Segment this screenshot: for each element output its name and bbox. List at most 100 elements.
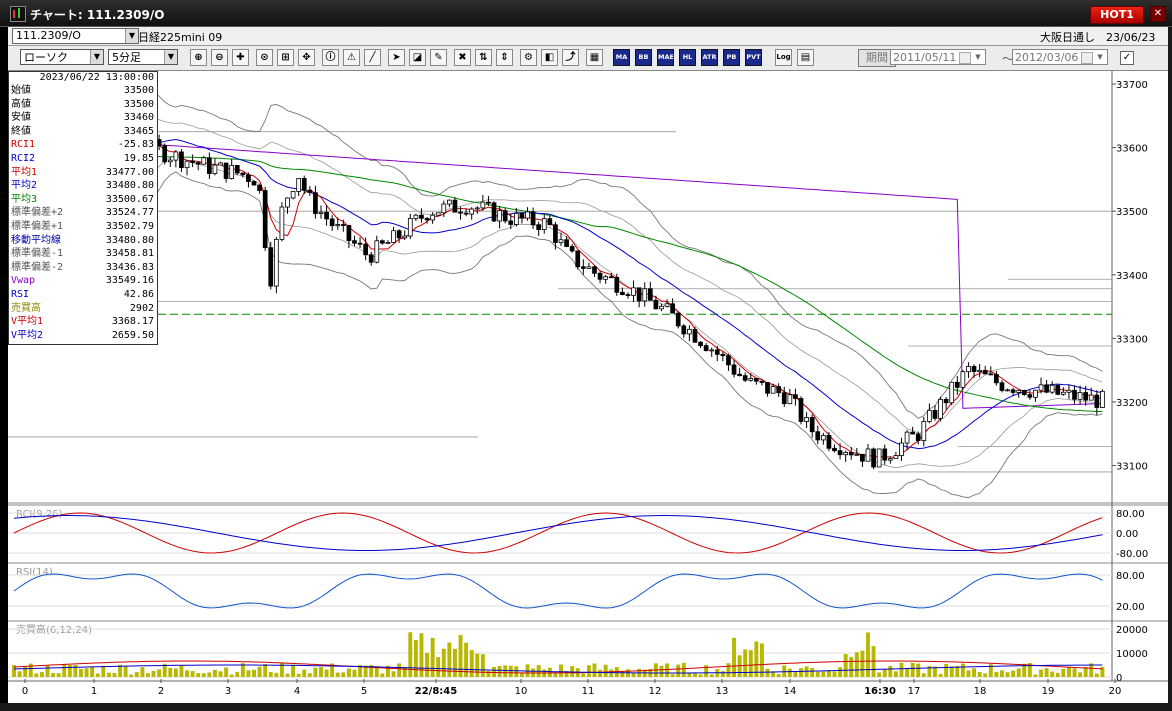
info-icon[interactable]: ⓘ [322, 49, 339, 66]
candle-body [218, 162, 223, 166]
volume-bar [469, 650, 474, 677]
candle-body [441, 203, 447, 214]
chevron-down-icon[interactable]: ▼ [975, 53, 981, 61]
candle-body [212, 164, 218, 174]
candle-body [586, 266, 592, 269]
volume-bar [598, 669, 603, 677]
volume-bar [659, 665, 664, 677]
indicator-pb-button[interactable]: PB [723, 49, 740, 66]
data-row-label: 売買高 [11, 302, 41, 314]
apply-period-checkbox[interactable]: ✓ [1120, 51, 1134, 65]
chevron-down-icon[interactable]: ▼ [90, 50, 103, 64]
volume-bar [134, 672, 139, 677]
sort-icon[interactable]: ⇅ [475, 49, 492, 66]
panel-label: RCI(9,26) [16, 509, 63, 520]
indicator-mae-button[interactable]: MAE [657, 49, 674, 66]
zoom-out-icon[interactable]: ⊖ [211, 49, 228, 66]
candle-body [809, 417, 815, 433]
volume-bar [235, 671, 240, 677]
volume-bar [776, 674, 781, 677]
volume-bar [681, 662, 686, 677]
delete-all-icon[interactable]: ✖ [454, 49, 471, 66]
bollinger-lower-1 [13, 155, 1103, 469]
chevron-down-icon[interactable]: ▼ [125, 29, 138, 43]
data-row-value: 33465 [123, 125, 154, 137]
volume-bar [704, 665, 709, 677]
candle-body [687, 328, 692, 335]
chart-toolbar: ローソク ▼ 5分足 ▼ ⊕ ⊖ ✚ ⊙ ⊞ ✥ ⓘ ⚠ ╱ ➤ ◪ ✎ ✖ ⇅ ⇕ ⚙ ◧ ⤴ ▦ MA BB MAE HL A… [8, 46, 1168, 71]
eraser-icon[interactable]: ◪ [409, 49, 426, 66]
data-row-value: 2902 [129, 302, 154, 314]
interval-select[interactable]: 5分足 ▼ [108, 49, 178, 65]
config-icon[interactable]: ⚙ [520, 49, 537, 66]
candle-body [642, 288, 648, 302]
trendline-icon[interactable]: ╱ [364, 49, 381, 66]
volume-bar [838, 667, 843, 677]
symbol-value: 111.2309/O [16, 29, 81, 42]
date-from-field[interactable]: 2011/05/11 ▼ [890, 49, 986, 65]
palette-icon[interactable]: ▦ [586, 49, 603, 66]
candle-body [279, 206, 285, 240]
candle-body [692, 328, 698, 343]
chart-canvas[interactable]: 33700 33600 33500 33400 33300 33200 33100 RCI(9… [8, 71, 1168, 703]
indicator-ma-button[interactable]: MA [613, 49, 630, 66]
volume-bar [263, 664, 268, 677]
volume-bar [1022, 663, 1027, 677]
volume-bar [12, 665, 16, 677]
move-icon[interactable]: ✥ [298, 49, 315, 66]
candle-body [223, 162, 229, 179]
volume-bar [313, 667, 318, 677]
data-row-label: 高値 [11, 98, 31, 110]
volume-bar [101, 665, 106, 677]
price-range-icon[interactable]: ⇕ [496, 49, 513, 66]
hot-button[interactable]: HOT1 [1090, 6, 1144, 24]
price-tick-label: 33500 [1116, 207, 1148, 218]
colors-icon[interactable]: ◧ [541, 49, 558, 66]
chart-area[interactable]: 33700 33600 33500 33400 33300 33200 33100 RCI(9… [8, 71, 1168, 703]
data-row-label: 終値 [11, 125, 31, 137]
drawing-tools-icon[interactable]: ✎ [430, 49, 447, 66]
indicator-pvt-button[interactable]: PVT [745, 49, 762, 66]
volume-bar [1011, 670, 1016, 677]
trend-icon[interactable]: ⤴ [562, 49, 579, 66]
candle-body [257, 184, 262, 191]
close-button[interactable]: ✕ [1150, 6, 1166, 22]
crosshair-icon[interactable]: ✚ [232, 49, 249, 66]
volume-bar [1066, 666, 1071, 677]
bollinger-upper-1 [14, 118, 1103, 434]
volume-bar [743, 649, 748, 677]
candle-body [876, 448, 882, 468]
volume-bar [257, 666, 262, 677]
grid-settings-icon[interactable]: ▤ [797, 49, 814, 66]
indicator-hl-button[interactable]: HL [679, 49, 696, 66]
data-row: 始値 33500 [9, 84, 157, 98]
volume-bar [486, 671, 491, 677]
candle-body [229, 164, 235, 179]
alert-icon[interactable]: ⚠ [343, 49, 360, 66]
candle-body [580, 266, 586, 269]
measure-icon[interactable]: ⊙ [256, 49, 273, 66]
moving-average-2 [13, 138, 1103, 450]
indicator-bb-button[interactable]: BB [635, 49, 652, 66]
indicator-atr-button[interactable]: ATR [701, 49, 718, 66]
compare-icon[interactable]: ⊞ [277, 49, 294, 66]
volume-bar [709, 674, 714, 677]
chevron-down-icon[interactable]: ▼ [164, 50, 177, 64]
log-scale-button[interactable]: Log [775, 49, 792, 66]
chevron-down-icon[interactable]: ▼ [1097, 53, 1103, 61]
pointer-icon[interactable]: ➤ [388, 49, 405, 66]
symbol-select[interactable]: 111.2309/O ▼ [12, 28, 139, 44]
zoom-in-icon[interactable]: ⊕ [190, 49, 207, 66]
calendar-icon[interactable] [959, 52, 971, 64]
chart-type-select[interactable]: ローソク ▼ [20, 49, 104, 65]
volume-bar [129, 674, 134, 677]
data-row-label: V平均2 [11, 329, 44, 341]
rsi-line [13, 573, 1103, 609]
data-row-value: 19.85 [123, 152, 154, 164]
data-row-value: 33460 [123, 112, 154, 124]
date-to-field[interactable]: 2012/03/06 ▼ [1012, 49, 1108, 65]
volume-bar [23, 666, 28, 677]
calendar-icon[interactable] [1081, 52, 1093, 64]
volume-bar [748, 650, 753, 677]
candle-body [497, 210, 502, 222]
